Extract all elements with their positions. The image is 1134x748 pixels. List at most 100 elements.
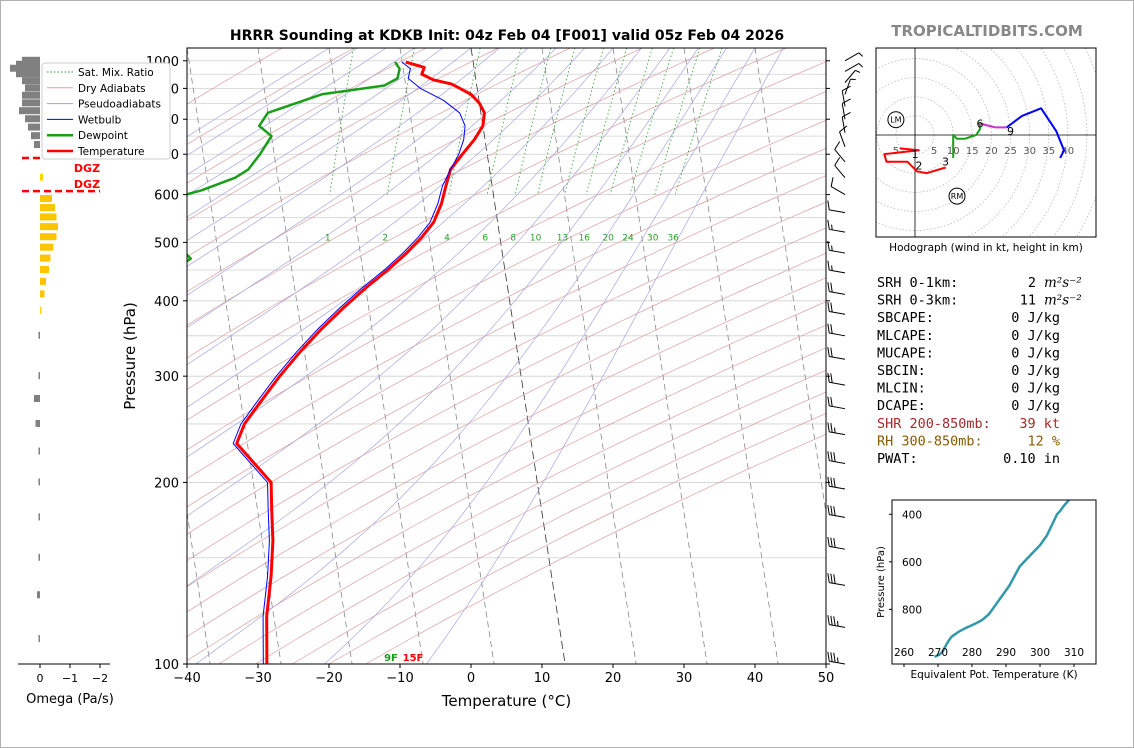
barb-full	[833, 574, 836, 584]
isotherm-line	[399, 48, 495, 664]
temperature-profile	[235, 60, 486, 664]
wind-barb	[844, 69, 861, 83]
pseudoadiabat-line	[187, 48, 500, 267]
stat-label: RH 300-850mb:	[877, 433, 983, 449]
barb-full	[827, 302, 830, 312]
x-tick-label: −30	[244, 671, 271, 686]
wind-barb	[827, 323, 846, 337]
pseudoadiabat-line	[187, 48, 330, 138]
omega-bar	[40, 195, 52, 203]
barb-staff	[829, 228, 846, 233]
omega-bar	[40, 254, 51, 262]
hodo-trace	[883, 147, 946, 175]
barb-full	[830, 573, 833, 584]
omega-bar	[37, 591, 40, 599]
wind-barb	[834, 157, 846, 179]
barb-staff	[829, 291, 846, 295]
wind-barbs	[827, 52, 863, 665]
omega-tick-label: −2	[92, 672, 108, 685]
storm-motion-label: RM	[951, 192, 964, 201]
barb-full	[827, 451, 830, 461]
barb-full	[827, 573, 830, 583]
stat-value: 0 J/kg	[1011, 398, 1060, 414]
wind-barb	[827, 260, 846, 274]
omega-bar	[40, 223, 58, 231]
omega-bar	[38, 478, 40, 486]
hodo-ring-label: 35	[1042, 146, 1055, 157]
barb-staff	[829, 624, 846, 628]
barb-staff	[829, 310, 846, 315]
wind-barb	[827, 396, 846, 410]
surface-dewpoint-label: 9F	[384, 653, 398, 664]
stat-label: PWAT:	[877, 451, 918, 467]
thetae-y-tick-label: 800	[902, 604, 922, 616]
thetae-x-label: Equivalent Pot. Temperature (K)	[910, 669, 1077, 681]
wind-barb	[841, 85, 851, 107]
wind-barb	[827, 615, 846, 628]
barb-full	[830, 505, 833, 516]
wind-barb	[827, 573, 846, 586]
dry-adiabat-line	[187, 61, 826, 390]
dry-adiabat-line	[187, 48, 571, 258]
barb-full	[833, 616, 836, 626]
mixing-ratio-label: 24	[622, 233, 634, 243]
stat-unit: m²s⁻²	[1044, 293, 1082, 309]
dry-adiabat-line	[187, 48, 643, 293]
y-tick-label: 400	[154, 295, 179, 310]
dry-adiabat-line	[187, 175, 826, 508]
hodo-height-label: 9	[1007, 125, 1014, 138]
stat-value: 39 kt	[1019, 416, 1060, 432]
barb-staff	[829, 514, 846, 518]
barb-staff	[829, 269, 846, 274]
hodo-trace	[952, 123, 981, 158]
omega-bar	[40, 213, 57, 221]
legend-label: Temperature	[77, 146, 145, 158]
x-tick-label: 20	[605, 671, 622, 686]
barb-half	[858, 52, 863, 57]
dry-adiabat-line	[328, 413, 826, 664]
stat-label: SHR 200-850mb:	[877, 416, 991, 432]
stat-label: MLCAPE:	[877, 328, 934, 344]
stat-unit: m²s⁻²	[1044, 275, 1082, 291]
barb-full	[827, 260, 830, 271]
omega-bar	[22, 77, 40, 85]
barb-staff	[834, 149, 846, 163]
barb-full	[830, 373, 833, 383]
stat-label: DCAPE:	[877, 398, 926, 414]
omega-bar	[25, 115, 40, 123]
thetae-x-tick-label: 280	[962, 647, 982, 659]
barb-full	[830, 302, 833, 313]
skewt-axes-frame	[186, 47, 827, 665]
barb-staff	[841, 103, 846, 120]
barb-full	[833, 452, 836, 462]
mixing-ratio-label: 30	[647, 233, 659, 243]
stat-value: 11	[1020, 293, 1036, 309]
dry-adiabat-line	[255, 369, 826, 664]
omega-bar	[16, 60, 40, 68]
y-tick-label: 100	[154, 658, 179, 673]
wind-barb	[844, 63, 863, 72]
y-tick-label: 600	[154, 189, 179, 204]
omega-bar	[38, 447, 40, 455]
wind-barb	[844, 78, 856, 95]
omega-plot: 0 −1 −2 Omega (Pa/s) DGZ DGZ	[10, 56, 114, 707]
hodo-height-label: 6	[976, 118, 983, 131]
barb-full	[830, 477, 833, 487]
pseudoadiabat-line	[187, 48, 358, 156]
barb-full	[827, 200, 830, 210]
wind-barb	[827, 219, 846, 233]
barb-half	[850, 78, 856, 81]
barb-staff	[829, 660, 846, 665]
wind-barb	[827, 651, 846, 665]
isotherm-line	[187, 48, 282, 664]
barb-full	[841, 111, 851, 118]
chart-legend: Sat. Mix. Ratio Dry Adiabats Pseudoadiabat…	[41, 62, 171, 160]
omega-bar	[22, 56, 40, 64]
mixing-ratio-line	[629, 48, 674, 195]
omega-bar	[38, 513, 40, 521]
barb-full	[830, 652, 833, 662]
thetae-y-tick-label: 600	[902, 557, 922, 569]
hodo-ring-label: 5	[893, 146, 899, 157]
wind-barb	[827, 536, 846, 550]
